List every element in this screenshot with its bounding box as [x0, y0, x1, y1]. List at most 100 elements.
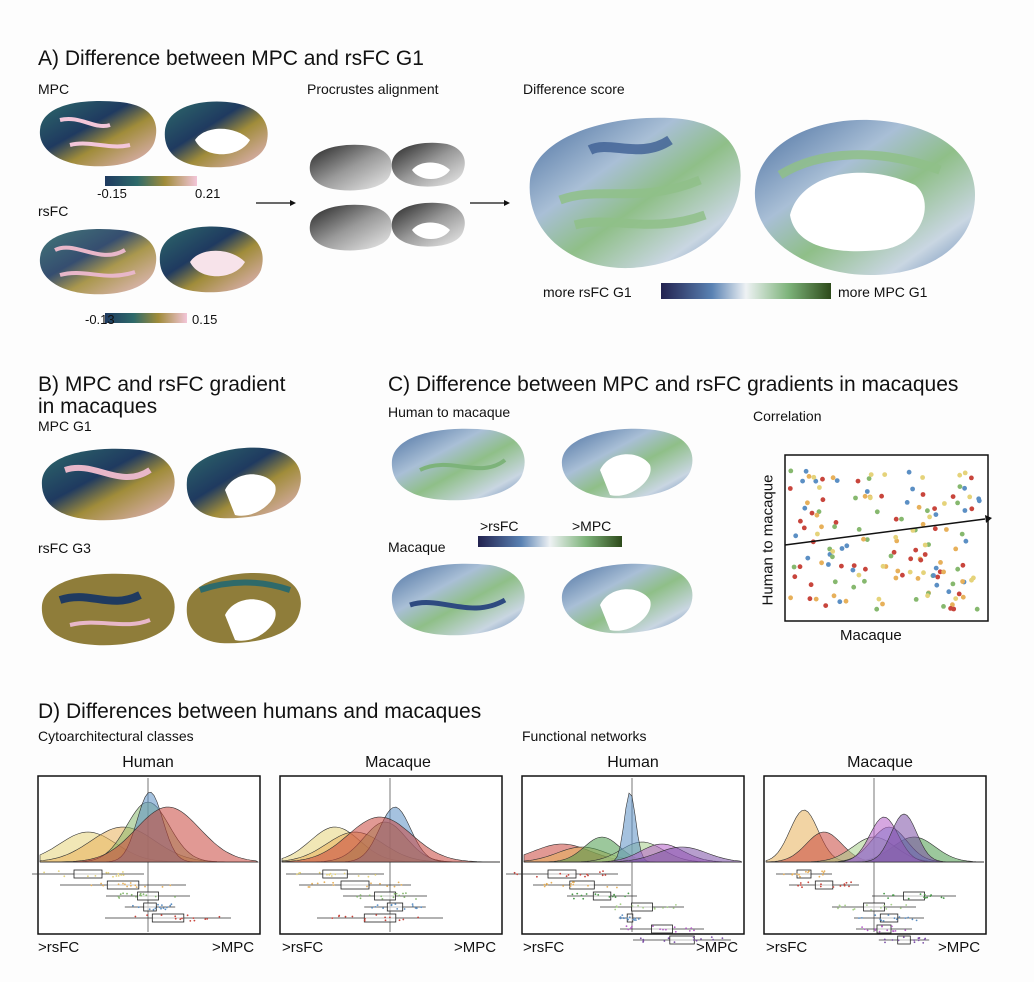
- jitter-point: [799, 882, 802, 884]
- box: [876, 924, 892, 934]
- plot4-right: >MPC: [938, 939, 981, 956]
- scatter-point: [876, 596, 882, 602]
- jitter-point: [913, 939, 915, 941]
- jitter-point: [850, 881, 852, 884]
- density-curve: [766, 813, 984, 863]
- jitter-point: [402, 918, 405, 921]
- jitter-point: [839, 905, 842, 908]
- scatter-point: [788, 595, 793, 601]
- scatter-point: [807, 596, 813, 602]
- jitter-point: [204, 918, 207, 920]
- jitter-point: [218, 915, 221, 918]
- jitter-point: [126, 892, 128, 895]
- scatter-point: [814, 512, 820, 518]
- jitter-point: [674, 930, 677, 933]
- scatter-point: [956, 591, 962, 597]
- jitter-point: [886, 929, 889, 932]
- scatter-point: [864, 489, 870, 494]
- plot3-left: >rsFC: [523, 939, 565, 956]
- scatter-point: [893, 534, 899, 540]
- box: [814, 880, 834, 890]
- scatter-point: [855, 478, 861, 484]
- jitter-point: [853, 908, 856, 910]
- box: [151, 913, 185, 923]
- jitter-point: [334, 873, 337, 876]
- jitter-point: [665, 928, 667, 931]
- jitter-point: [386, 885, 389, 888]
- scatter-point: [830, 475, 836, 481]
- macaque-rsfc-lateral-brain: [41, 573, 175, 646]
- scatter-point: [932, 526, 938, 532]
- scatter-point: [913, 547, 919, 553]
- jitter-point: [154, 895, 157, 898]
- scatter-point: [856, 527, 862, 532]
- scatter-point: [971, 575, 976, 581]
- jitter-point: [393, 885, 396, 888]
- jitter-point: [374, 906, 377, 908]
- jitter-point: [105, 871, 108, 874]
- jitter-point: [396, 908, 399, 910]
- jitter-point: [893, 917, 896, 920]
- scatter-point: [891, 549, 897, 555]
- h2m-medial-brain: [561, 428, 693, 499]
- jitter-point: [895, 918, 898, 921]
- jitter-point: [393, 893, 396, 895]
- scatter-point: [882, 472, 888, 477]
- jitter-point: [616, 886, 618, 889]
- corr-xlabel: Macaque: [840, 627, 902, 644]
- difference-lateral-brain: [529, 117, 741, 269]
- jitter-point: [606, 886, 609, 888]
- macaque-rsfc-label: rsFC G3: [38, 540, 91, 556]
- diff-cbar-right: more MPC G1: [838, 284, 928, 300]
- jitter-point: [604, 874, 607, 876]
- scatter-point: [941, 604, 946, 609]
- jitter-point: [328, 873, 331, 876]
- scatter-point: [868, 472, 874, 477]
- scatter-point: [888, 553, 894, 559]
- jitter-point: [614, 908, 617, 911]
- difference-medial-brain: [754, 119, 975, 276]
- scatter-point: [974, 606, 980, 612]
- plot1-title: Human: [122, 754, 174, 771]
- box: [631, 902, 653, 912]
- jitter-point: [627, 918, 629, 921]
- jitter-point: [160, 907, 162, 910]
- jitter-point: [160, 914, 163, 916]
- box: [374, 891, 396, 901]
- jitter-point: [642, 941, 644, 943]
- jitter-point: [573, 897, 575, 900]
- jitter-point: [545, 882, 548, 885]
- jitter-point: [663, 940, 666, 942]
- jitter-point: [162, 907, 165, 909]
- jitter-point: [87, 875, 89, 878]
- macaque-mpc-lateral-brain: [41, 448, 175, 521]
- jitter-point: [843, 883, 846, 885]
- jitter-point: [894, 930, 897, 932]
- scatter-point: [800, 478, 805, 484]
- scatter-point: [863, 566, 868, 572]
- panel-d-title: D) Differences between humans and macaqu…: [38, 700, 482, 723]
- jitter-point: [132, 904, 134, 907]
- scatter-point: [893, 516, 899, 522]
- scatter-point: [935, 574, 941, 580]
- panel-c-colorbar: [478, 536, 622, 547]
- scatter-point: [922, 552, 928, 557]
- jitter-point: [615, 905, 618, 908]
- scatter-point: [925, 593, 930, 599]
- mpc-cbar-min: -0.15: [97, 186, 127, 201]
- jitter-point: [624, 895, 626, 898]
- scatter-point: [969, 506, 975, 512]
- jitter-point: [120, 874, 123, 876]
- jitter-point: [417, 916, 419, 919]
- jitter-point: [420, 906, 423, 909]
- jitter-point: [584, 875, 586, 878]
- scatter-point: [920, 521, 926, 527]
- jitter-point: [115, 875, 118, 877]
- plot4-left: >rsFC: [766, 939, 808, 956]
- jitter-point: [146, 914, 149, 917]
- jitter-point: [672, 907, 675, 909]
- jitter-point: [611, 895, 614, 898]
- mpc-medial-brain: [164, 101, 268, 168]
- jitter-point: [700, 938, 702, 940]
- jitter-point: [870, 909, 872, 911]
